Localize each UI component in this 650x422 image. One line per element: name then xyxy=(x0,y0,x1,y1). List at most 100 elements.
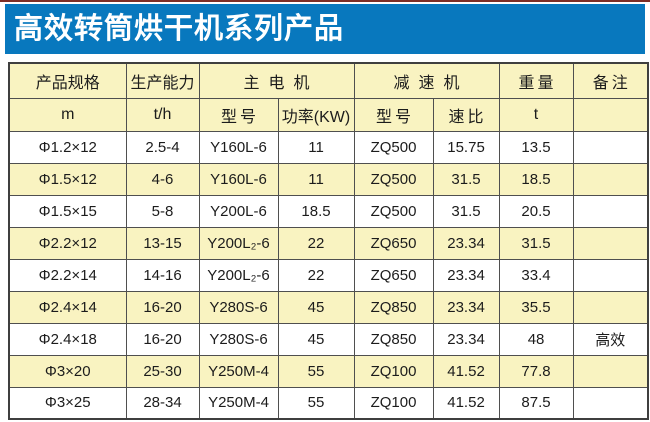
cell-motor-model: Y280S-6 xyxy=(198,322,279,356)
cell-weight: 20.5 xyxy=(498,194,574,228)
col-header-spec: 产品规格 xyxy=(8,62,127,99)
cell-spec: Φ2.4×14 xyxy=(8,290,127,324)
cell-capacity: 16-20 xyxy=(125,290,200,324)
cell-speed-ratio: 23.34 xyxy=(432,258,500,292)
cell-reducer-model: ZQ500 xyxy=(353,162,434,196)
cell-motor-power: 55 xyxy=(277,386,355,420)
col-subheader-reducer-model: 型号 xyxy=(353,97,434,132)
cell-speed-ratio: 31.5 xyxy=(432,162,500,196)
cell-weight: 31.5 xyxy=(498,226,574,260)
cell-capacity: 5-8 xyxy=(125,194,200,228)
cell-capacity: 16-20 xyxy=(125,322,200,356)
cell-motor-model: Y280S-6 xyxy=(198,290,279,324)
cell-capacity: 28-34 xyxy=(125,386,200,420)
cell-remark xyxy=(572,258,649,292)
col-header-capacity: 生产能力 xyxy=(125,62,200,99)
cell-weight: 13.5 xyxy=(498,130,574,164)
col-subheader-capacity-unit: t/h xyxy=(125,97,200,132)
cell-speed-ratio: 31.5 xyxy=(432,194,500,228)
cell-reducer-model: ZQ650 xyxy=(353,258,434,292)
cell-remark xyxy=(572,194,649,228)
col-subheader-remark xyxy=(572,97,649,132)
cell-speed-ratio: 23.34 xyxy=(432,290,500,324)
cell-reducer-model: ZQ500 xyxy=(353,130,434,164)
cell-spec: Φ2.2×14 xyxy=(8,258,127,292)
cell-motor-power: 18.5 xyxy=(277,194,355,228)
cell-reducer-model: ZQ650 xyxy=(353,226,434,260)
cell-spec: Φ1.5×12 xyxy=(8,162,127,196)
cell-weight: 87.5 xyxy=(498,386,574,420)
cell-motor-model: Y160L-6 xyxy=(198,162,279,196)
col-header-main-motor: 主电机 xyxy=(198,62,355,99)
cell-spec: Φ1.5×15 xyxy=(8,194,127,228)
cell-weight: 77.8 xyxy=(498,354,574,388)
cell-capacity: 2.5-4 xyxy=(125,130,200,164)
cell-reducer-model: ZQ850 xyxy=(353,290,434,324)
col-subheader-motor-model: 型号 xyxy=(198,97,279,132)
table-row: Φ2.4×14 16-20 Y280S-6 45 ZQ850 23.34 35.5 xyxy=(8,290,649,324)
cell-motor-model: Y250M-4 xyxy=(198,386,279,420)
cell-speed-ratio: 15.75 xyxy=(432,130,500,164)
cell-motor-model: Y200L₂-6 xyxy=(198,226,279,260)
table-row: Φ3×25 28-34 Y250M-4 55 ZQ100 41.52 87.5 xyxy=(8,386,649,420)
cell-weight: 33.4 xyxy=(498,258,574,292)
cell-speed-ratio: 23.34 xyxy=(432,226,500,260)
cell-capacity: 13-15 xyxy=(125,226,200,260)
cell-spec: Φ3×20 xyxy=(8,354,127,388)
cell-spec: Φ3×25 xyxy=(8,386,127,420)
cell-capacity: 25-30 xyxy=(125,354,200,388)
cell-motor-power: 45 xyxy=(277,290,355,324)
cell-remark: 高效 xyxy=(572,322,649,356)
cell-motor-model: Y250M-4 xyxy=(198,354,279,388)
cell-capacity: 4-6 xyxy=(125,162,200,196)
cell-motor-model: Y200L-6 xyxy=(198,194,279,228)
cell-motor-power: 11 xyxy=(277,130,355,164)
header-row-units: m t/h 型号 功率(KW) 型号 速比 t xyxy=(8,97,649,132)
cell-remark xyxy=(572,162,649,196)
cell-remark xyxy=(572,226,649,260)
table-header: 产品规格 生产能力 主电机 减速机 重量 备注 m t/h 型号 功率(KW) … xyxy=(8,62,649,132)
cell-capacity: 14-16 xyxy=(125,258,200,292)
top-divider-line xyxy=(0,0,650,2)
col-header-remark: 备注 xyxy=(572,62,649,99)
table-row: Φ2.2×12 13-15 Y200L₂-6 22 ZQ650 23.34 31.5 xyxy=(8,226,649,260)
col-subheader-motor-power: 功率(KW) xyxy=(277,97,355,132)
col-subheader-weight-unit: t xyxy=(498,97,574,132)
col-subheader-spec-unit: m xyxy=(8,97,127,132)
cell-weight: 48 xyxy=(498,322,574,356)
cell-spec: Φ1.2×12 xyxy=(8,130,127,164)
cell-reducer-model: ZQ100 xyxy=(353,386,434,420)
table-row: Φ2.2×14 14-16 Y200L₂-6 22 ZQ650 23.34 33.4 xyxy=(8,258,649,292)
cell-reducer-model: ZQ100 xyxy=(353,354,434,388)
cell-motor-power: 45 xyxy=(277,322,355,356)
cell-motor-power: 22 xyxy=(277,226,355,260)
cell-motor-power: 55 xyxy=(277,354,355,388)
cell-spec: Φ2.4×18 xyxy=(8,322,127,356)
table-row: Φ2.4×18 16-20 Y280S-6 45 ZQ850 23.34 48 高效 xyxy=(8,322,649,356)
table-row: Φ1.5×12 4-6 Y160L-6 11 ZQ500 31.5 18.5 xyxy=(8,162,649,196)
col-header-reducer: 减速机 xyxy=(353,62,500,99)
cell-motor-model: Y200L₂-6 xyxy=(198,258,279,292)
page-banner: 高效转筒烘干机系列产品 xyxy=(5,4,645,54)
col-subheader-speed-ratio: 速比 xyxy=(432,97,500,132)
cell-spec: Φ2.2×12 xyxy=(8,226,127,260)
cell-speed-ratio: 41.52 xyxy=(432,354,500,388)
page-title: 高效转筒烘干机系列产品 xyxy=(14,12,345,45)
cell-remark xyxy=(572,130,649,164)
table-row: Φ1.5×15 5-8 Y200L-6 18.5 ZQ500 31.5 20.5 xyxy=(8,194,649,228)
cell-remark xyxy=(572,354,649,388)
cell-reducer-model: ZQ500 xyxy=(353,194,434,228)
cell-weight: 18.5 xyxy=(498,162,574,196)
cell-speed-ratio: 23.34 xyxy=(432,322,500,356)
cell-motor-power: 22 xyxy=(277,258,355,292)
table-row: Φ3×20 25-30 Y250M-4 55 ZQ100 41.52 77.8 xyxy=(8,354,649,388)
cell-motor-model: Y160L-6 xyxy=(198,130,279,164)
table-body: Φ1.2×12 2.5-4 Y160L-6 11 ZQ500 15.75 13.5 Φ1.5×… xyxy=(8,130,649,420)
table-row: Φ1.2×12 2.5-4 Y160L-6 11 ZQ500 15.75 13.5 xyxy=(8,130,649,164)
col-header-weight: 重量 xyxy=(498,62,574,99)
product-spec-table: 产品规格 生产能力 主电机 减速机 重量 备注 m t/h 型号 功率(KW) … xyxy=(8,62,650,420)
cell-remark xyxy=(572,386,649,420)
cell-speed-ratio: 41.52 xyxy=(432,386,500,420)
cell-weight: 35.5 xyxy=(498,290,574,324)
header-row-groups: 产品规格 生产能力 主电机 减速机 重量 备注 xyxy=(8,62,649,99)
